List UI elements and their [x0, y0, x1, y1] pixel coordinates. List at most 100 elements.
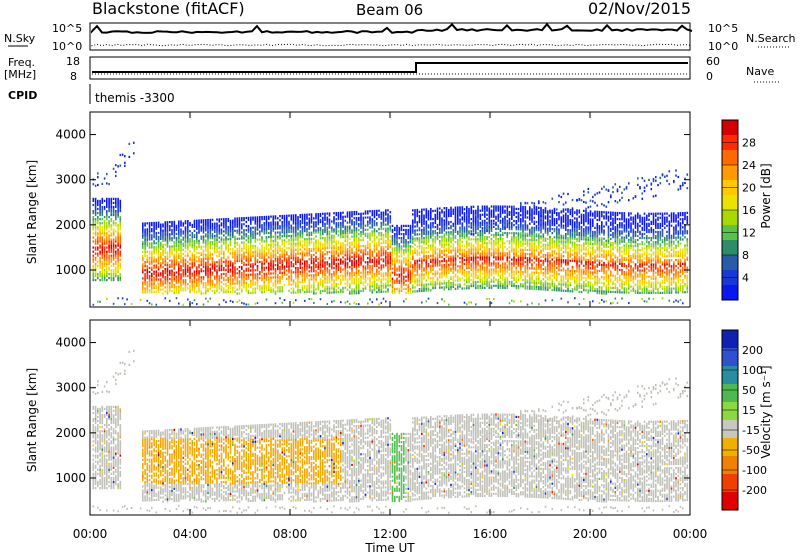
power-cell	[448, 243, 450, 245]
power-cell	[403, 235, 405, 237]
power-cell	[95, 234, 97, 236]
power-cell	[421, 276, 423, 278]
power-cell	[480, 246, 482, 248]
power-cell	[257, 218, 259, 220]
power-cell	[363, 290, 365, 292]
power-cell	[345, 258, 347, 260]
power-cell	[324, 265, 326, 267]
power-cell	[153, 273, 155, 275]
power-cell	[180, 275, 182, 277]
power-cell	[120, 216, 122, 218]
power-cell	[286, 263, 288, 265]
power-cell	[113, 220, 115, 222]
power-cell	[430, 234, 432, 236]
power-cell	[360, 231, 362, 233]
power-cell	[293, 302, 295, 304]
power-cell	[216, 249, 218, 251]
power-cell	[464, 230, 466, 232]
power-cell	[279, 297, 281, 299]
power-cell	[183, 263, 185, 265]
power-cell	[430, 226, 432, 228]
power-cell	[219, 253, 221, 255]
power-cell	[482, 273, 484, 275]
power-cell	[401, 229, 403, 231]
power-cell	[345, 275, 347, 277]
power-cell	[111, 243, 113, 245]
power-cell	[259, 239, 261, 241]
power-cell	[333, 281, 335, 283]
power-cell	[428, 226, 430, 228]
power-cell	[180, 267, 182, 269]
power-cell	[475, 250, 477, 252]
freq-series	[92, 63, 688, 72]
power-cell	[117, 253, 119, 255]
power-cell	[279, 280, 281, 282]
power-cell	[385, 260, 387, 262]
power-cell	[432, 230, 434, 232]
power-cell	[342, 269, 344, 271]
power-cell	[444, 268, 446, 270]
power-cell	[95, 222, 97, 224]
power-cell	[466, 253, 468, 255]
power-cell	[93, 210, 95, 212]
power-cell	[414, 262, 416, 264]
power-cell	[457, 249, 459, 251]
power-cell	[432, 244, 434, 246]
power-cell	[468, 255, 470, 257]
power-cell	[331, 241, 333, 243]
power-cell	[333, 283, 335, 285]
power-cell	[115, 273, 117, 275]
power-cell	[367, 229, 369, 231]
power-cell	[399, 251, 401, 253]
power-cell	[455, 284, 457, 286]
power-cell	[340, 259, 342, 261]
power-cell	[160, 244, 162, 246]
power-cell	[205, 219, 207, 221]
power-cell	[399, 227, 401, 229]
power-cell	[306, 291, 308, 293]
power-cell	[383, 291, 385, 293]
power-cell	[437, 216, 439, 218]
power-cell	[322, 229, 324, 231]
power-cell	[275, 223, 277, 225]
power-cell	[165, 240, 167, 242]
power-cell	[475, 214, 477, 216]
power-cell	[115, 271, 117, 273]
power-cell	[252, 277, 254, 279]
power-cell	[320, 284, 322, 286]
power-cell	[104, 206, 106, 208]
power-cell	[252, 231, 254, 233]
power-cell	[216, 261, 218, 263]
power-cell	[248, 274, 250, 276]
power-cell	[435, 283, 437, 285]
power-cell	[149, 275, 151, 277]
power-cell	[333, 216, 335, 218]
power-cell	[405, 239, 407, 241]
power-cell	[158, 224, 160, 226]
power-cell	[241, 288, 243, 290]
power-cell	[306, 277, 308, 279]
power-cell	[268, 216, 270, 218]
power-cell	[239, 221, 241, 223]
power-cell	[144, 279, 146, 281]
power-cell	[221, 218, 223, 220]
power-cell	[453, 266, 455, 268]
power-cell	[322, 282, 324, 284]
power-cell	[401, 282, 403, 284]
power-cell	[444, 246, 446, 248]
power-cell	[167, 292, 169, 294]
power-cell	[473, 273, 475, 275]
power-cell	[106, 253, 108, 255]
power-cell	[331, 283, 333, 285]
power-cell	[113, 243, 115, 245]
power-cell	[318, 250, 320, 252]
power-cell	[453, 284, 455, 286]
power-cell	[437, 260, 439, 262]
power-cell	[430, 245, 432, 247]
power-cell	[477, 240, 479, 242]
power-cell	[459, 221, 461, 223]
power-cell	[477, 210, 479, 212]
power-cell	[153, 291, 155, 293]
power-cell	[162, 270, 164, 272]
power-cell	[356, 292, 358, 294]
